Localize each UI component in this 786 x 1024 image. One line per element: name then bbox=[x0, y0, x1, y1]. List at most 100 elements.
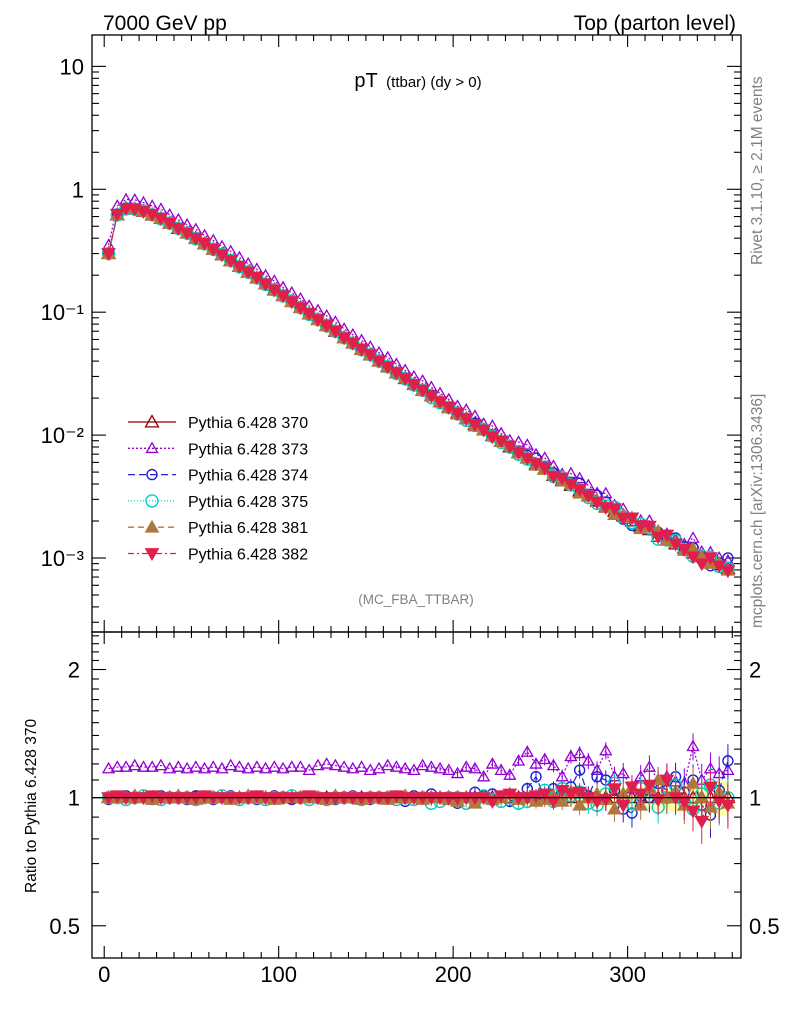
ratio-data-point bbox=[564, 749, 578, 762]
ratio-data-point bbox=[397, 792, 413, 806]
x-tick-labels: 0 100 200 300 bbox=[98, 962, 646, 987]
main-data-point bbox=[694, 558, 710, 572]
ratio-data-point bbox=[180, 761, 194, 774]
main-data-point bbox=[650, 531, 666, 545]
ratio-data-point bbox=[354, 760, 369, 772]
ratio-data-point bbox=[153, 792, 169, 806]
ratio-y-tick-label-right: 0.5 bbox=[749, 914, 780, 939]
ratio-data-point bbox=[511, 754, 526, 766]
ratio-data-point bbox=[128, 758, 142, 771]
ratio-data-point bbox=[467, 792, 483, 806]
ratio-data-point bbox=[424, 760, 438, 772]
main-data-point bbox=[703, 552, 718, 566]
ratio-data-point bbox=[607, 801, 622, 815]
ratio-y-tick-label-left: 0.5 bbox=[49, 914, 80, 939]
main-data-point bbox=[572, 484, 587, 498]
ratio-data-point bbox=[285, 760, 299, 772]
ratio-data-point bbox=[703, 799, 718, 813]
legend: Pythia 6.428 370 Pythia 6.428 373 Pythia 6… bbox=[128, 414, 308, 564]
ratio-data-point bbox=[519, 792, 535, 806]
ratio-data-point bbox=[110, 760, 124, 772]
analysis-watermark: (MC_FBA_TTBAR) bbox=[358, 592, 474, 607]
ratio-data-point bbox=[320, 757, 334, 769]
ratio-data-point bbox=[250, 760, 264, 772]
ratio-y-tick-label-left: 2 bbox=[68, 658, 80, 683]
ratio-axis-ticks bbox=[92, 632, 741, 958]
ratio-data-point bbox=[293, 792, 308, 806]
main-y-tick-labels: 10 1 10⁻¹ 10⁻² 10⁻³ bbox=[41, 54, 84, 571]
main-data-point bbox=[720, 565, 736, 579]
legend-label: Pythia 6.428 370 bbox=[188, 415, 308, 432]
main-data-point bbox=[686, 531, 700, 543]
ratio-data-point bbox=[232, 760, 247, 772]
ratio-data-point bbox=[538, 752, 552, 765]
ratio-data-point bbox=[415, 792, 430, 806]
ratio-data-point bbox=[214, 792, 230, 806]
header-right-label: Top (parton level) bbox=[574, 12, 736, 35]
ratio-data-point bbox=[240, 792, 256, 806]
ratio-data-point bbox=[685, 805, 701, 819]
main-data-point bbox=[520, 438, 534, 450]
ratio-data-point bbox=[284, 792, 300, 806]
main-data-point bbox=[502, 440, 518, 454]
ratio-data-point bbox=[101, 792, 116, 806]
ratio-data-point bbox=[224, 758, 238, 771]
ratio-data-point bbox=[468, 761, 482, 774]
ratio-data-point bbox=[136, 760, 151, 772]
main-data-point bbox=[572, 471, 587, 484]
ratio-data-point bbox=[171, 760, 186, 772]
ratio-data-point bbox=[362, 792, 378, 806]
ratio-data-point bbox=[659, 774, 675, 788]
x-tick-label: 300 bbox=[609, 962, 646, 987]
plot-title: pT (ttbar) (dy > 0) bbox=[354, 70, 481, 92]
ratio-data-point bbox=[258, 761, 273, 774]
ratio-data-point bbox=[615, 799, 631, 813]
ratio-data-point bbox=[205, 792, 221, 806]
ratio-data-point bbox=[624, 781, 640, 795]
main-series-group bbox=[100, 192, 736, 579]
ratio-data-point bbox=[485, 757, 500, 769]
ratio-data-point bbox=[232, 792, 247, 806]
ratio-data-point bbox=[554, 793, 570, 807]
legend-marker bbox=[144, 519, 160, 533]
main-data-point bbox=[685, 551, 701, 565]
ratio-data-point bbox=[485, 796, 500, 809]
ratio-data-point bbox=[188, 792, 204, 806]
ratio-y-axis-label: Ratio to Pythia 6.428 370 bbox=[23, 719, 40, 893]
ratio-data-point bbox=[189, 760, 203, 772]
main-plot-panel: 10 1 10⁻¹ 10⁻² 10⁻³ pT (ttbar) (dy > 0) (MC_… bbox=[41, 34, 742, 633]
legend-label: Pythia 6.428 374 bbox=[188, 468, 308, 485]
ratio-series-group bbox=[92, 733, 741, 844]
ratio-data-point bbox=[642, 779, 657, 793]
ratio-data-point bbox=[441, 792, 457, 806]
main-y-tick-label: 10 bbox=[60, 54, 84, 79]
ratio-data-point bbox=[328, 758, 343, 771]
ratio-data-point bbox=[328, 792, 343, 806]
header-left-label: 7000 GeV pp bbox=[103, 12, 227, 35]
ratio-data-point bbox=[572, 746, 587, 759]
main-data-point bbox=[554, 472, 570, 486]
legend-marker bbox=[146, 468, 158, 481]
ratio-data-point bbox=[179, 792, 195, 806]
x-tick-label: 0 bbox=[98, 962, 110, 987]
ratio-data-point bbox=[162, 761, 177, 774]
legend-marker bbox=[144, 414, 160, 428]
plot-title-main: pT bbox=[354, 70, 377, 92]
main-data-point bbox=[249, 272, 265, 285]
ratio-data-point bbox=[450, 792, 465, 806]
ratio-data-point bbox=[511, 792, 526, 806]
ratio-data-point bbox=[389, 760, 404, 772]
main-data-point bbox=[101, 248, 116, 262]
ratio-data-point bbox=[433, 761, 447, 774]
ratio-data-point bbox=[162, 792, 177, 806]
ratio-data-point bbox=[346, 761, 360, 774]
legend-marker bbox=[145, 441, 159, 454]
ratio-data-point bbox=[676, 796, 692, 809]
ratio-data-point bbox=[380, 792, 396, 806]
ratio-y-tick-label-left: 1 bbox=[68, 786, 80, 811]
mcplots-source-label: mcplots.cern.ch [arXiv:1306.3436] bbox=[749, 394, 766, 628]
ratio-data-point bbox=[573, 764, 586, 776]
legend-label: Pythia 6.428 375 bbox=[188, 494, 308, 511]
ratio-data-point bbox=[520, 745, 534, 757]
